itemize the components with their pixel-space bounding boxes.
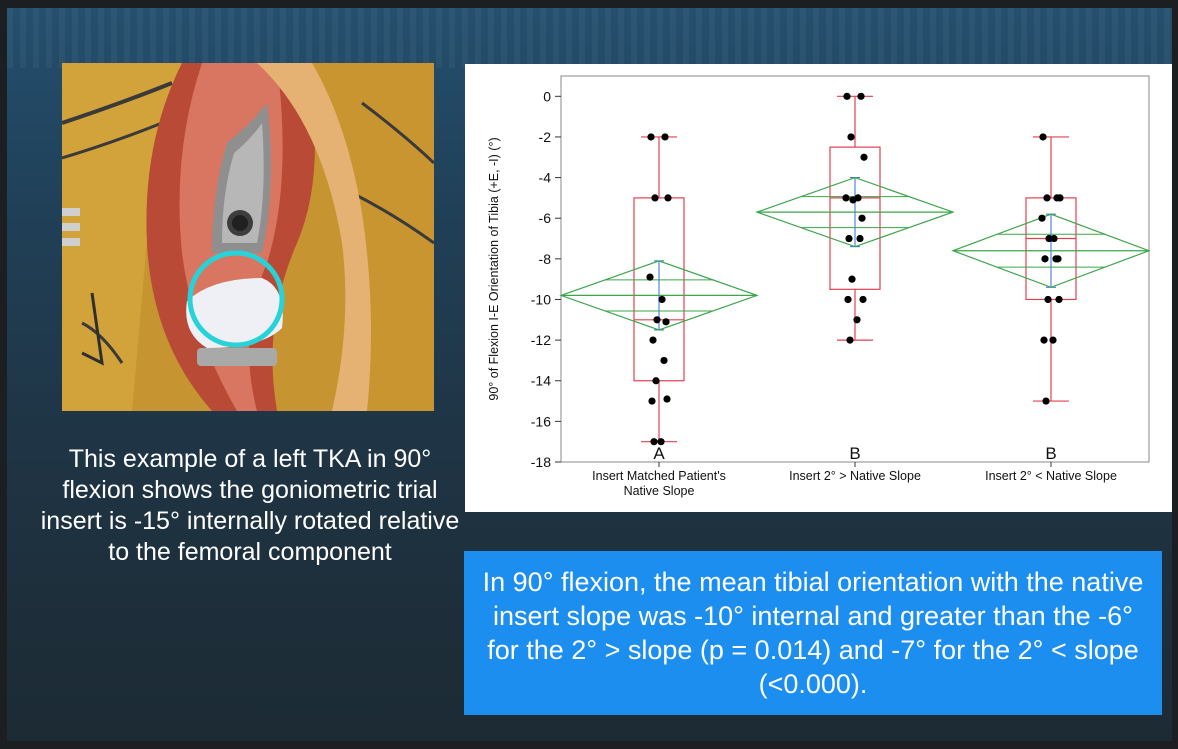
data-point — [1045, 234, 1053, 243]
y-tick-label: -14 — [531, 373, 551, 389]
data-point — [660, 356, 668, 365]
y-tick-label: -8 — [539, 251, 552, 267]
data-point — [1052, 255, 1060, 263]
data-point — [1050, 234, 1058, 243]
photo-caption: This example of a left TKA in 90° flexio… — [40, 445, 460, 566]
slide-border-left — [0, 0, 7, 749]
data-point — [1056, 194, 1064, 202]
data-point — [653, 316, 661, 324]
data-point — [661, 133, 669, 141]
slide-border-right — [1172, 0, 1178, 749]
highlight-circle — [187, 250, 285, 348]
data-point — [860, 153, 868, 161]
data-point — [664, 194, 672, 202]
data-point — [1044, 295, 1052, 304]
y-axis-label: 90° of Flexion I-E Orientation of Tibia … — [487, 137, 501, 400]
data-point — [646, 273, 654, 281]
data-point — [843, 92, 851, 100]
findings-text: In 90° flexion, the mean tibial orientat… — [482, 567, 1144, 699]
data-point — [648, 397, 656, 405]
data-point — [647, 133, 655, 141]
data-point — [847, 133, 855, 141]
data-point — [651, 194, 659, 202]
data-point — [1055, 295, 1063, 304]
data-point — [848, 275, 856, 283]
data-point — [846, 336, 854, 344]
data-point — [652, 377, 660, 385]
data-point — [853, 316, 861, 324]
data-point — [844, 295, 852, 304]
group-letter: B — [849, 444, 860, 463]
data-point — [856, 234, 864, 243]
x-tick-label: Native Slope — [624, 484, 695, 498]
data-point — [1042, 397, 1050, 405]
x-tick-label: Insert 2° < Native Slope — [985, 469, 1117, 483]
y-tick-label: -4 — [539, 170, 552, 186]
group-letter: B — [1045, 444, 1056, 463]
y-tick-label: -10 — [531, 291, 551, 307]
data-point — [1038, 214, 1046, 222]
data-point — [663, 395, 671, 403]
data-point — [1040, 336, 1048, 344]
data-point — [845, 234, 853, 243]
slide-border-bottom — [0, 741, 1178, 749]
y-tick-label: -16 — [531, 413, 551, 429]
data-point — [662, 318, 670, 326]
box-plot-chart: 0 -2 -4 -6 -8 -10 -12 -14 -16 -18 90° of Flexion I… — [465, 64, 1172, 512]
data-point — [859, 295, 867, 304]
data-point — [649, 336, 657, 344]
slide-texture-band — [7, 8, 1172, 68]
data-point — [657, 438, 665, 446]
data-point — [1039, 133, 1047, 141]
y-tick-label: -12 — [531, 332, 551, 348]
data-point — [849, 196, 857, 204]
y-tick-label: -6 — [539, 210, 552, 226]
data-point — [1041, 255, 1049, 263]
data-point — [1049, 336, 1057, 344]
data-point — [658, 295, 666, 304]
findings-callout: In 90° flexion, the mean tibial orientat… — [464, 551, 1162, 715]
data-point — [1043, 194, 1051, 202]
group-letter: A — [653, 444, 665, 463]
y-tick-label: -2 — [539, 129, 552, 145]
x-tick-label: Insert 2° > Native Slope — [789, 469, 921, 483]
y-tick-label: -18 — [531, 454, 551, 470]
surgical-photo — [62, 63, 434, 411]
y-tick-label: 0 — [543, 88, 551, 104]
box-iqr — [829, 146, 881, 290]
data-point — [858, 214, 866, 222]
slide-border-top — [0, 0, 1178, 8]
data-point — [650, 438, 658, 446]
data-point — [842, 194, 850, 202]
data-point — [857, 92, 865, 100]
x-tick-label: Insert Matched Patient's — [592, 469, 726, 483]
